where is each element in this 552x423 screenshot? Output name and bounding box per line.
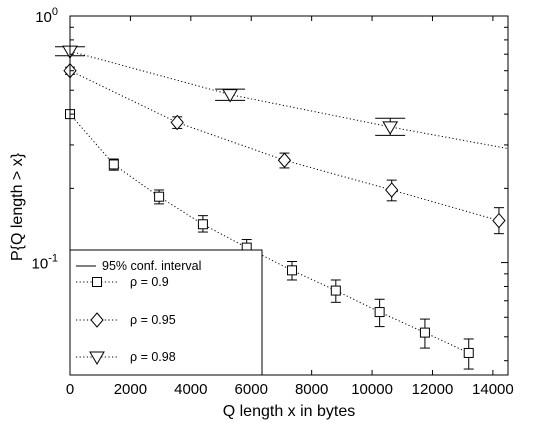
data-point [170, 114, 184, 131]
series-fit-line [69, 113, 469, 354]
data-point [108, 159, 119, 170]
x-tick-label: 2000 [114, 381, 147, 398]
legend-marker [90, 312, 104, 328]
x-tick-label: 8000 [295, 381, 328, 398]
data-point [382, 121, 399, 135]
data-point [419, 327, 430, 338]
x-tick-label: 4000 [174, 381, 207, 398]
data-point [492, 212, 506, 229]
data-point [330, 285, 341, 296]
data-point [277, 152, 292, 169]
legend-label: ρ = 0.98 [130, 350, 176, 364]
axes: 0 2000 4000 6000 8000 10000 12000 14000 10-1 100 [32, 6, 514, 398]
series-fit-line [69, 50, 509, 150]
y-tick-label: 10-1 [32, 253, 58, 273]
data-point [374, 307, 385, 318]
x-tick-label: 12000 [412, 381, 454, 398]
legend-label: ρ = 0.95 [130, 313, 176, 327]
data-point [287, 265, 298, 276]
data-point [463, 347, 474, 358]
x-tick-label: 14000 [472, 381, 514, 398]
data-point [385, 182, 399, 198]
y-tick-label: 100 [35, 6, 58, 26]
data-point [222, 89, 238, 103]
x-tick-label: 10000 [351, 381, 393, 398]
series-fit-line [69, 70, 500, 222]
legend: 95% conf. interval ρ = 0.9 ρ = 0.95 ρ = 0.9… [69, 249, 263, 376]
data-point [154, 191, 165, 202]
legend-marker [89, 351, 105, 365]
legend-marker [92, 277, 102, 287]
series-3 [55, 45, 509, 150]
x-tick-label: 6000 [235, 381, 268, 398]
plot-frame [69, 15, 509, 376]
x-axis-title: Q length x in bytes [223, 403, 356, 420]
y-axis-title: P{Q length > x} [9, 152, 26, 261]
plot-area [55, 45, 509, 370]
legend-ci-label: 95% conf. interval [102, 259, 201, 273]
legend-label: ρ = 0.9 [130, 275, 169, 289]
series-2 [63, 62, 506, 235]
x-tick-label: 0 [66, 381, 74, 398]
data-point [197, 219, 208, 230]
